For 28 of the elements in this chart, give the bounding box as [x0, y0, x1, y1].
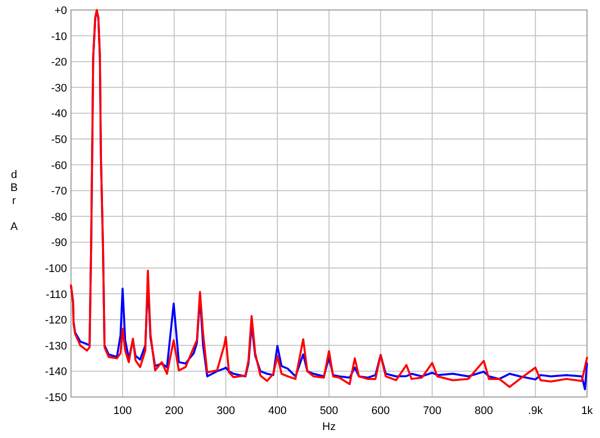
- y-tick-label: -120: [44, 314, 67, 327]
- y-tick-label: -50: [51, 134, 67, 146]
- x-tick-label: 1k: [581, 405, 594, 417]
- y-tick-label: -140: [44, 366, 67, 378]
- y-tick-label: -150: [44, 392, 67, 404]
- y-tick-label: -110: [46, 288, 67, 301]
- y-tick-label: -130: [44, 340, 67, 352]
- x-tick-label: 400: [268, 405, 287, 417]
- x-tick-label: 700: [423, 405, 442, 417]
- x-tick-label: .9k: [528, 405, 544, 417]
- x-tick-label: 800: [474, 405, 493, 417]
- x-tick-label: 100: [113, 405, 132, 417]
- y-tick-label: -100: [44, 263, 67, 275]
- x-tick-label: 200: [165, 405, 184, 417]
- x-tick-label: 300: [216, 405, 235, 417]
- y-tick-label: -40: [51, 108, 67, 120]
- text: dBr A: [10, 169, 18, 233]
- x-axis-title: Hz: [322, 421, 336, 433]
- y-tick-label: -70: [51, 186, 67, 198]
- y-tick-label: -80: [51, 211, 67, 224]
- y-tick-label: -10: [51, 30, 67, 43]
- y-tick-label: -60: [51, 160, 67, 172]
- x-tick-label: 500: [320, 405, 338, 417]
- y-tick-label: -20: [51, 56, 67, 69]
- y-tick-label: -30: [51, 82, 67, 94]
- y-tick-label: +0: [54, 5, 67, 17]
- y-tick-label: -90: [51, 237, 67, 250]
- x-tick-label: 600: [371, 405, 390, 417]
